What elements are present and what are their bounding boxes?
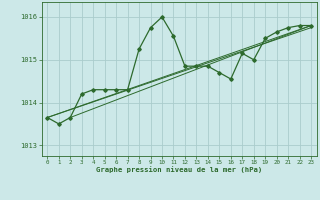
X-axis label: Graphe pression niveau de la mer (hPa): Graphe pression niveau de la mer (hPa) [96, 167, 262, 173]
